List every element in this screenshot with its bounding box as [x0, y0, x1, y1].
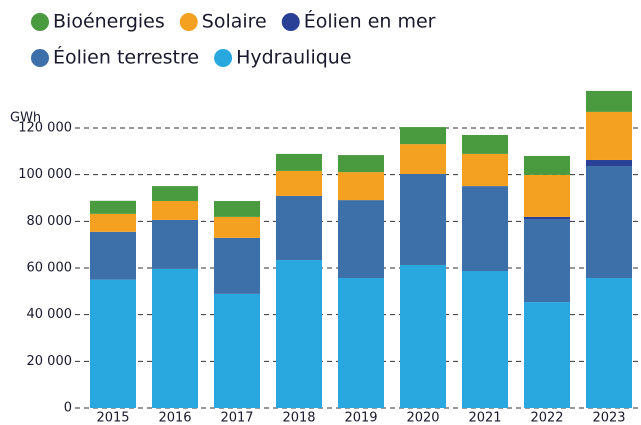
bar-segment	[90, 213, 136, 232]
bar-segment	[524, 156, 570, 175]
legend-label: Solaire	[202, 11, 267, 33]
y-tick-label: 20 000	[27, 354, 73, 369]
x-tick-label: 2016	[158, 411, 191, 425]
legend-marker	[214, 49, 233, 67]
bar-segment	[338, 200, 384, 279]
y-tick-label: 0	[64, 401, 72, 416]
x-tick-label: 2022	[530, 411, 563, 425]
legend-label: Éolien en mer	[304, 10, 436, 33]
bar-segment	[152, 219, 198, 269]
bar-segment	[586, 166, 632, 279]
bar-segment	[524, 302, 570, 408]
bar-segment	[400, 173, 446, 265]
bar-segment	[214, 201, 260, 217]
bar-segment	[586, 159, 632, 167]
y-tick-label: 60 000	[27, 261, 73, 276]
bar-segment	[524, 216, 570, 219]
bar-segment	[276, 195, 322, 261]
x-tick-label: 2023	[592, 411, 625, 425]
bar-segment	[152, 268, 198, 408]
bar-segment	[214, 237, 260, 294]
bar-segment	[462, 153, 508, 187]
y-tick-label: 100 000	[18, 167, 72, 182]
bar-segment	[90, 279, 136, 408]
bar-segment	[338, 172, 384, 201]
x-tick-label: 2015	[96, 411, 129, 425]
bar-segment	[400, 144, 446, 174]
bar-segment	[276, 170, 322, 196]
legend-marker	[281, 13, 300, 31]
bar-segment	[586, 111, 632, 160]
legend-label: Éolien terrestre	[53, 46, 199, 69]
x-tick-label: 2019	[344, 411, 377, 425]
y-axis-label: GWh	[10, 111, 41, 126]
x-tick-label: 2017	[220, 411, 253, 425]
bar-segment	[586, 90, 632, 112]
bar-segment	[276, 260, 322, 408]
y-tick-label: 40 000	[27, 307, 73, 322]
bar-segment	[400, 127, 446, 145]
legend-marker	[179, 13, 198, 31]
y-tick-label: 80 000	[27, 214, 73, 229]
bar-segment	[524, 219, 570, 303]
bar-segment	[276, 153, 322, 171]
bar-segment	[90, 200, 136, 214]
legend-label: Bioénergies	[53, 11, 165, 33]
bar-segment	[524, 174, 570, 217]
bar-segment	[462, 135, 508, 154]
bar-segment	[462, 186, 508, 272]
bar-segment	[214, 293, 260, 408]
legend-marker	[31, 49, 49, 67]
bar-segment	[400, 264, 446, 408]
bar-segment	[462, 271, 508, 408]
x-tick-label: 2018	[282, 411, 315, 425]
bar-segment	[338, 155, 384, 173]
bar-segment	[214, 216, 260, 238]
legend-marker	[31, 13, 49, 31]
x-tick-label: 2020	[406, 411, 439, 425]
bar-segment	[90, 231, 136, 280]
bar-segment	[338, 278, 384, 408]
bar-segment	[152, 201, 198, 220]
y-tick-label: 120 000	[18, 121, 72, 136]
x-tick-label: 2021	[468, 411, 501, 425]
bar-segment	[152, 186, 198, 202]
bar-segment	[586, 278, 632, 408]
legend-label: Hydraulique	[236, 47, 351, 69]
